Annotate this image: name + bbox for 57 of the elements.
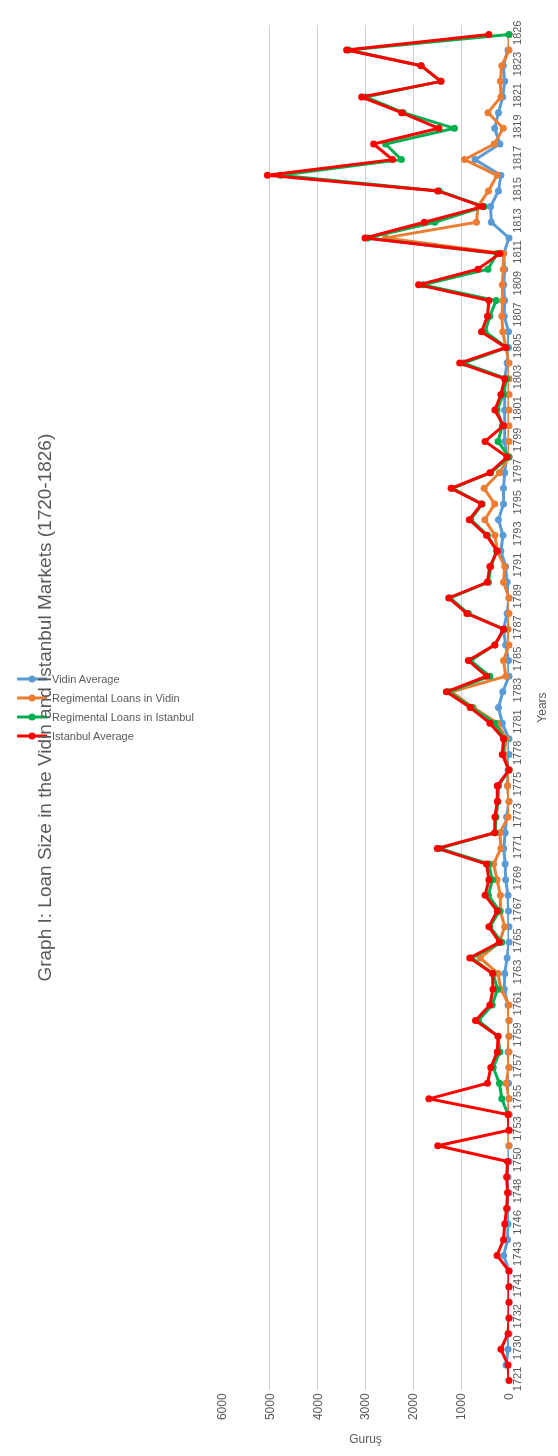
x-tick-label: 4000 (310, 1393, 325, 1421)
y-tick-label: 1721 (511, 1366, 523, 1392)
y-tick-label: 1821 (511, 83, 523, 108)
legend-label: Regimental Loans in Istanbul (52, 711, 194, 724)
y-tick-label: 1759 (511, 1022, 523, 1047)
y-tick-label: 1805 (511, 333, 523, 359)
y-tick-label: 1799 (511, 427, 523, 452)
y-tick-label: 1761 (511, 991, 523, 1016)
y-tick-label: 1755 (511, 1084, 523, 1110)
y-tick-label: 1743 (511, 1241, 523, 1266)
y-tick-label: 1807 (511, 302, 523, 327)
y-tick-label: 1753 (511, 1116, 523, 1141)
y-tick-label: 1791 (511, 552, 523, 578)
y-tick-label: 1826 (511, 20, 523, 45)
x-tick-label: 0 (501, 1393, 516, 1401)
y-tick-label: 1773 (511, 803, 523, 828)
x-tick-label: 2000 (406, 1393, 421, 1421)
y-tick-label: 1817 (511, 145, 523, 171)
y-tick-label: 1815 (511, 177, 523, 202)
y-tick-label: 1765 (511, 928, 523, 953)
y-tick-label: 1785 (511, 646, 523, 672)
y-tick-label: 1732 (511, 1304, 523, 1329)
y-tick-label: 1793 (511, 521, 523, 546)
y-tick-label: 1797 (511, 458, 523, 484)
y-tick-label: 1730 (511, 1335, 523, 1360)
y-tick-label: 1823 (511, 51, 523, 77)
y-tick-label: 1801 (511, 396, 523, 421)
y-tick-label: 1746 (511, 1210, 523, 1235)
y-tick-label: 1811 (511, 240, 523, 264)
x-tick-label: 1000 (454, 1393, 469, 1421)
y-tick-label: 1781 (511, 709, 523, 734)
y-tick-label: 1771 (511, 834, 523, 859)
y-tick-label: 1769 (511, 865, 523, 891)
y-tick-label: 1803 (511, 364, 523, 390)
x-tick-label: 6000 (214, 1393, 229, 1421)
y-tick-label: 1748 (511, 1178, 523, 1204)
legend-label: Regimental Loans in Vidin (52, 692, 180, 705)
x-tick-label: 3000 (358, 1393, 373, 1421)
y-tick-label: 1783 (511, 677, 523, 703)
y-tick-label: 1795 (511, 490, 523, 515)
y-tick-label: 1741 (511, 1272, 523, 1298)
y-tick-label: 1767 (511, 897, 523, 922)
y-tick-label: 1809 (511, 270, 523, 296)
y-tick-label: 1813 (511, 208, 523, 233)
y-tick-label: 1787 (511, 615, 523, 640)
y-axis-title: Years (534, 692, 549, 723)
y-tick-label: 1775 (511, 771, 523, 797)
x-tick-label: 5000 (262, 1393, 277, 1421)
x-axis-title: Guruş (349, 1432, 382, 1446)
y-tick-label: 1819 (511, 114, 523, 139)
y-tick-label: 1763 (511, 959, 523, 985)
y-tick-label: 1750 (511, 1147, 523, 1173)
y-tick-label: 1789 (511, 584, 523, 609)
legend-label: Istanbul Average (52, 730, 134, 743)
legend-label: Vidin Average (52, 673, 120, 686)
y-tick-label: 1778 (511, 740, 523, 766)
y-tick-label: 1757 (511, 1053, 523, 1079)
